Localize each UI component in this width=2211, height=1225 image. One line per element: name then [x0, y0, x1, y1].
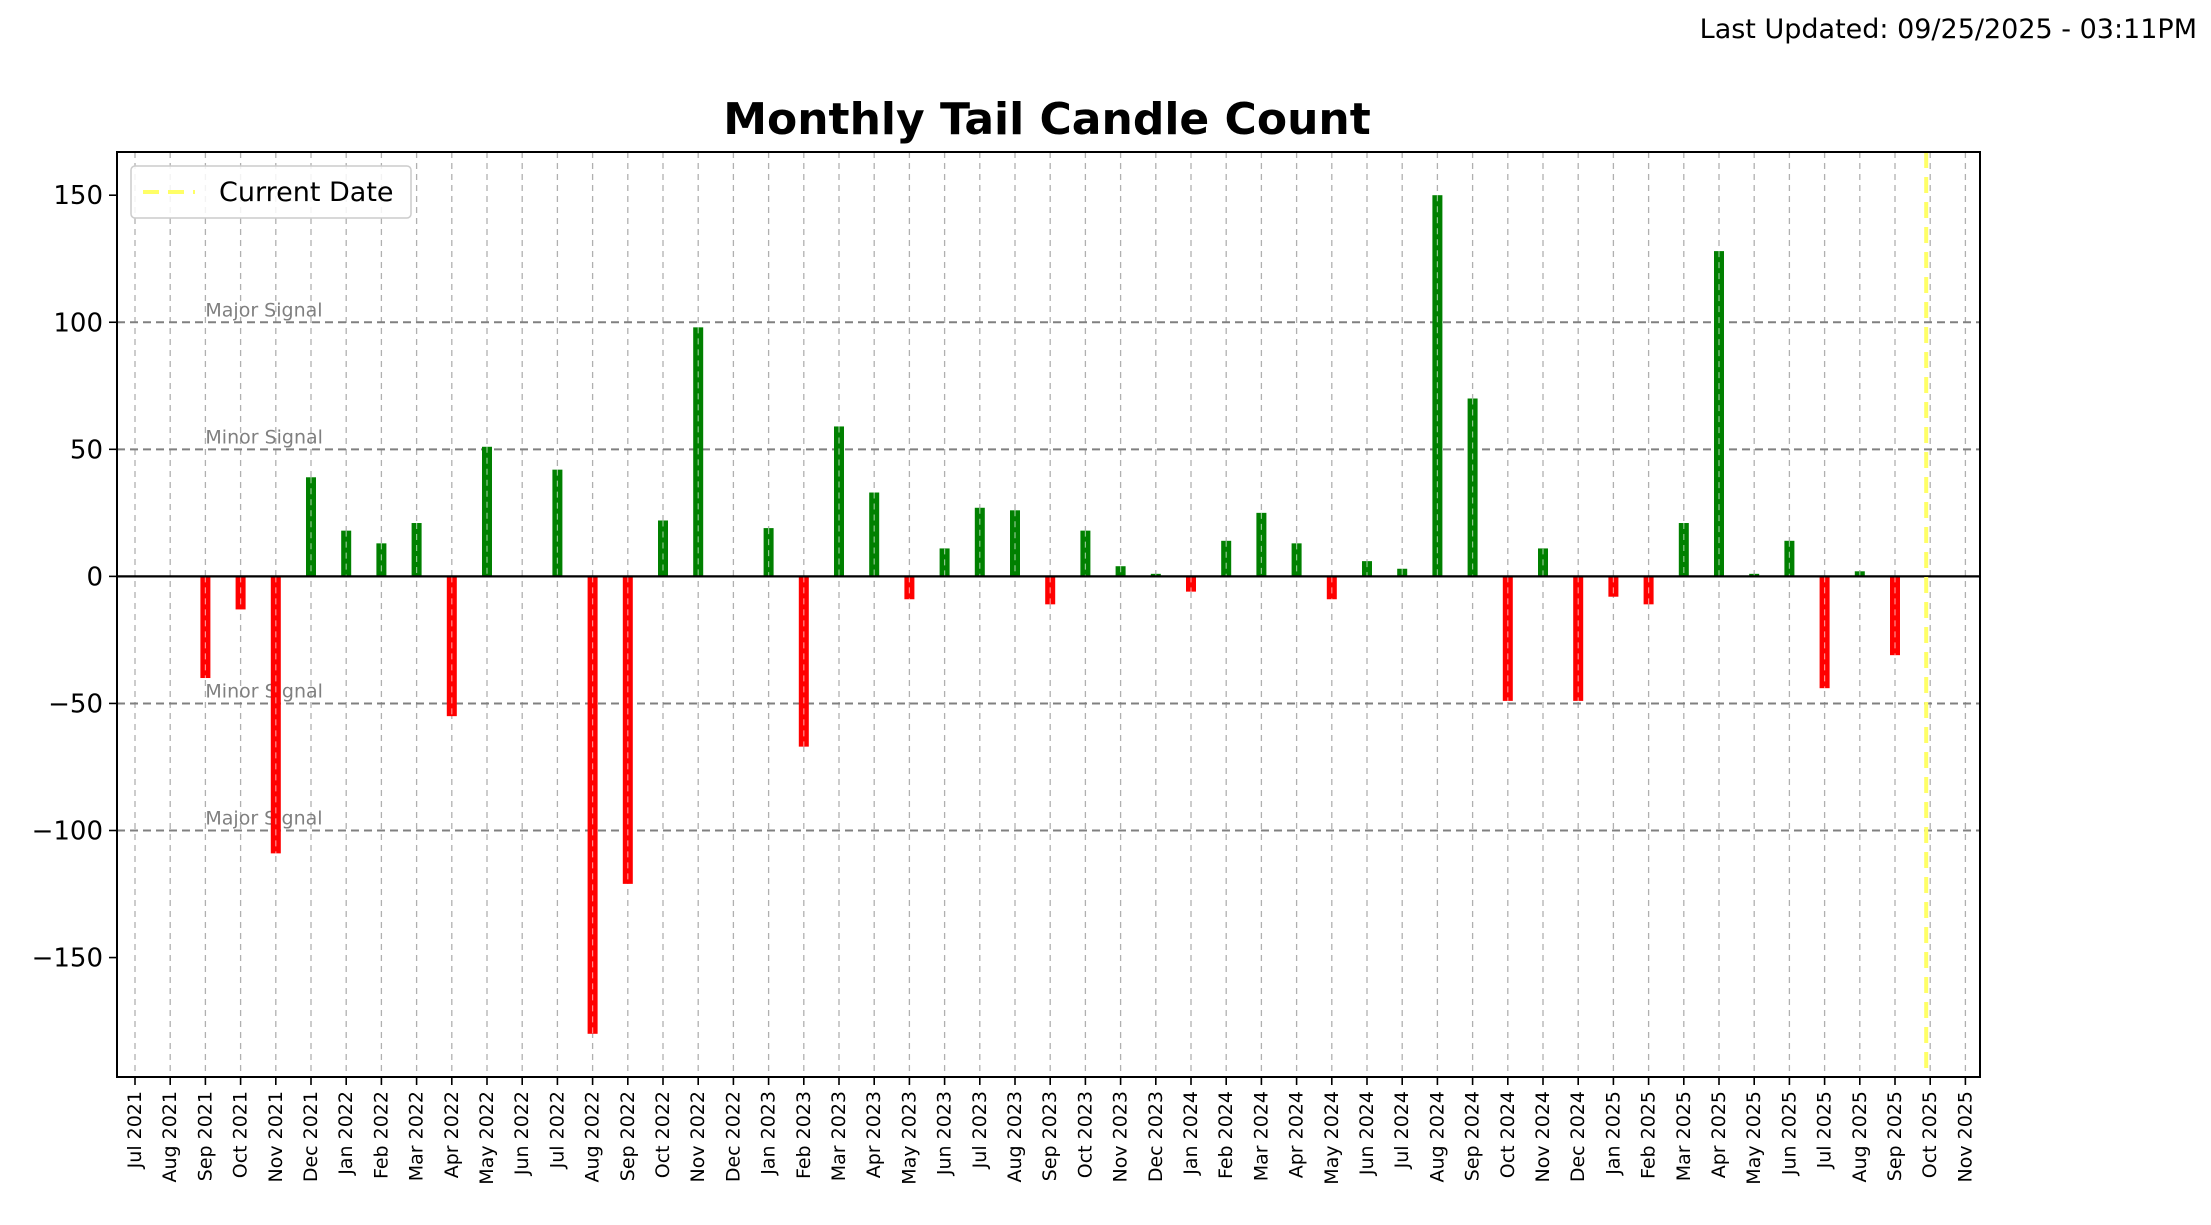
x-tick-label: Feb 2024 [1215, 1091, 1237, 1179]
y-tick-label: 150 [53, 181, 103, 211]
x-tick-label: Oct 2022 [652, 1091, 674, 1178]
x-tick-label: Jan 2022 [335, 1091, 357, 1176]
x-tick-label: Jan 2023 [758, 1091, 780, 1176]
bar [1221, 540, 1232, 577]
signal-label: Minor Signal [205, 426, 323, 448]
signal-lines: Major Signal Minor Signal Minor Signal Majo… [117, 299, 1980, 832]
x-tick-label: Apr 2025 [1708, 1091, 1730, 1178]
x-tick-label: May 2024 [1321, 1091, 1343, 1185]
x-tick-label: Jun 2022 [511, 1091, 533, 1176]
x-tick-label: Nov 2022 [687, 1091, 709, 1182]
x-tick-label: Nov 2024 [1532, 1091, 1554, 1182]
y-tick-label: −150 [32, 944, 103, 974]
x-tick-label: Nov 2025 [1954, 1091, 1976, 1182]
x-tick-label: Mar 2022 [406, 1091, 428, 1181]
x-tick-label: Apr 2022 [441, 1091, 463, 1178]
x-tick-label: Sep 2021 [194, 1091, 216, 1181]
x-tick-label: Feb 2022 [370, 1091, 392, 1179]
x-tick-label: Jul 2023 [969, 1091, 991, 1169]
x-tick-label: Sep 2024 [1462, 1091, 1484, 1181]
x-tick-label: Jul 2022 [546, 1091, 568, 1169]
bar [798, 576, 809, 747]
x-tick-label: Dec 2022 [722, 1091, 744, 1182]
x-tick-label: Mar 2023 [828, 1091, 850, 1181]
x-tick-label: Oct 2025 [1919, 1091, 1941, 1178]
x-tick-label: Aug 2024 [1426, 1091, 1448, 1183]
x-tick-label: May 2025 [1743, 1091, 1765, 1185]
bar [1502, 576, 1513, 701]
x-tick-label: Jan 2025 [1602, 1091, 1624, 1176]
x-tick-label: Apr 2024 [1286, 1091, 1308, 1178]
x-tick-label: Mar 2025 [1673, 1091, 1695, 1181]
y-tick-label: 100 [53, 308, 103, 338]
bar [834, 426, 844, 577]
bar [200, 576, 211, 679]
signal-label: Major Signal [205, 299, 322, 321]
y-tick-label: −50 [48, 689, 103, 719]
x-tick-label: Dec 2024 [1567, 1091, 1589, 1182]
bar [1608, 576, 1619, 597]
x-tick-label: Dec 2021 [300, 1091, 322, 1182]
legend-label: Current Date [219, 177, 394, 208]
x-tick-label: Mar 2024 [1250, 1091, 1272, 1181]
x-tick-label: Jul 2024 [1391, 1091, 1413, 1169]
bar [1890, 576, 1900, 656]
y-tick-label: 50 [70, 435, 103, 465]
bar [1186, 576, 1196, 592]
x-tick-label: Aug 2023 [1004, 1091, 1026, 1183]
legend-box [130, 165, 412, 219]
x-tick-label: Jun 2024 [1356, 1091, 1378, 1176]
x-tick-label: Jun 2023 [934, 1091, 956, 1176]
x-tick-label: Feb 2023 [793, 1091, 815, 1179]
bar [552, 469, 563, 577]
bar [482, 446, 492, 577]
x-tick-label: Oct 2021 [230, 1091, 252, 1178]
x-tick-label: Sep 2023 [1039, 1091, 1061, 1181]
bar [869, 492, 880, 577]
legend: Current Date [130, 165, 412, 219]
x-tick-label: Sep 2025 [1884, 1091, 1906, 1181]
gridlines [134, 152, 1967, 1077]
axes: −150 −100 −50 0 50 100 150 Jul 2021 Aug 2021 Sep … [32, 151, 1981, 1185]
bar [622, 576, 633, 884]
x-tick-label: Jun 2025 [1778, 1091, 1800, 1176]
x-tick-label: Sep 2022 [617, 1091, 639, 1181]
x-tick-label: Apr 2023 [863, 1091, 885, 1178]
bar [1362, 561, 1372, 577]
bar [1714, 251, 1724, 577]
plot-frame [116, 151, 1981, 1078]
x-tick-label: Oct 2023 [1074, 1091, 1096, 1178]
chart-title: Monthly Tail Candle Count [723, 94, 1371, 145]
x-tick-label: Feb 2025 [1638, 1091, 1660, 1179]
bar [270, 576, 281, 854]
y-tick-label: −100 [32, 817, 103, 847]
x-tick-label: Dec 2023 [1145, 1091, 1167, 1182]
x-tick-label: Oct 2024 [1497, 1091, 1519, 1178]
x-tick-label: May 2023 [898, 1091, 920, 1185]
x-tick-label: Aug 2021 [159, 1091, 181, 1183]
x-tick-label: May 2022 [476, 1091, 498, 1185]
bars [200, 195, 1900, 1034]
signal-label: Minor Signal [205, 680, 323, 702]
y-tick-label: 0 [86, 562, 103, 592]
x-tick-label: Nov 2021 [265, 1091, 287, 1182]
x-tick-label: Jul 2025 [1814, 1091, 1836, 1169]
x-tick-label: Jul 2021 [124, 1091, 146, 1169]
x-tick-label: Aug 2022 [582, 1091, 604, 1183]
x-tick-label: Aug 2025 [1849, 1091, 1871, 1183]
bar [587, 576, 598, 1034]
signal-label: Major Signal [205, 808, 322, 830]
last-updated-text: Last Updated: 09/25/2025 - 03:11PM [1699, 14, 2197, 45]
bar [1256, 512, 1267, 577]
x-tick-label: Jan 2024 [1180, 1091, 1202, 1176]
bar [1784, 540, 1795, 577]
x-tick-label: Nov 2023 [1110, 1091, 1132, 1182]
bar [1573, 576, 1584, 701]
